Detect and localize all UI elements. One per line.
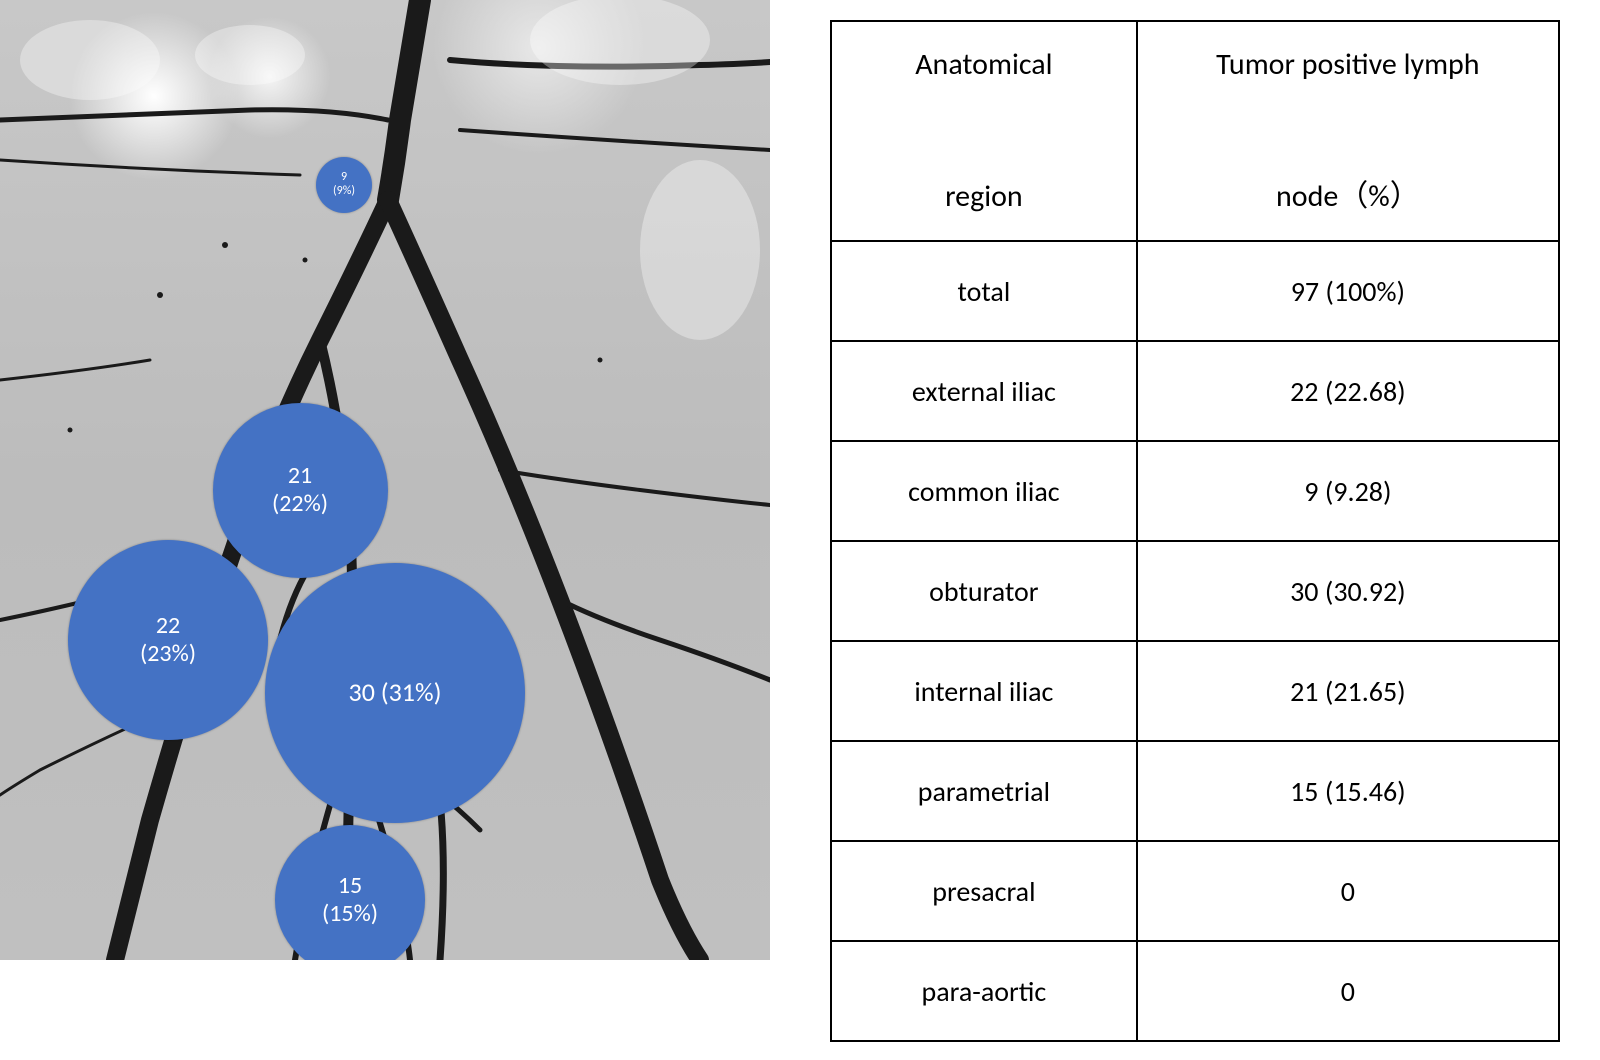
table-row: para-aortic0 <box>831 941 1559 1041</box>
cell-value: 9 (9.28) <box>1137 441 1559 541</box>
cell-value: 21 (21.65) <box>1137 641 1559 741</box>
cell-value: 0 <box>1137 941 1559 1041</box>
table-row: internal iliac21 (21.65) <box>831 641 1559 741</box>
cell-region: total <box>831 241 1137 341</box>
cell-region: internal iliac <box>831 641 1137 741</box>
bubble-internal-iliac: 21(22%) <box>213 403 388 578</box>
cell-region: common iliac <box>831 441 1137 541</box>
col-header-value: Tumor positive lymph node（%） <box>1137 21 1559 241</box>
bubble-count: 21 <box>288 462 312 490</box>
bubble-count: 9 <box>341 171 347 185</box>
col-header-region-line2: region <box>945 178 1023 215</box>
table-row: external iliac22 (22.68) <box>831 341 1559 441</box>
bubble-label: 30 (31%) <box>349 678 442 708</box>
col-header-value-line2: node（%） <box>1276 178 1420 215</box>
cell-region: para-aortic <box>831 941 1137 1041</box>
table-panel: Anatomical region Tumor positive lymph n… <box>770 0 1600 1060</box>
table-header-row: Anatomical region Tumor positive lymph n… <box>831 21 1559 241</box>
bubble-pct: (22%) <box>272 490 328 518</box>
cell-value: 30 (30.92) <box>1137 541 1559 641</box>
lymph-node-table: Anatomical region Tumor positive lymph n… <box>830 20 1560 1042</box>
table-row: obturator30 (30.92) <box>831 541 1559 641</box>
cell-value: 0 <box>1137 841 1559 941</box>
table-row: common iliac9 (9.28) <box>831 441 1559 541</box>
angiogram-panel: 9(9%)21(22%)22(23%)30 (31%)15(15%) <box>0 0 770 960</box>
cell-region: obturator <box>831 541 1137 641</box>
table-row: presacral0 <box>831 841 1559 941</box>
col-header-value-line1: Tumor positive lymph <box>1216 46 1479 83</box>
cell-region: presacral <box>831 841 1137 941</box>
bubble-common-iliac: 9(9%) <box>316 157 372 213</box>
bubble-count: 22 <box>156 612 180 640</box>
col-header-region: Anatomical region <box>831 21 1137 241</box>
table-row: parametrial15 (15.46) <box>831 741 1559 841</box>
cell-region: external iliac <box>831 341 1137 441</box>
col-header-region-line1: Anatomical <box>915 46 1052 83</box>
bubble-pct: (9%) <box>333 185 355 199</box>
bubble-pct: (15%) <box>322 900 378 928</box>
bubble-pct: (23%) <box>140 640 196 668</box>
bubble-count: 15 <box>338 872 362 900</box>
cell-region: parametrial <box>831 741 1137 841</box>
cell-value: 22 (22.68) <box>1137 341 1559 441</box>
bubble-obturator: 30 (31%) <box>265 563 525 823</box>
bubble-external-iliac: 22(23%) <box>68 540 268 740</box>
cell-value: 15 (15.46) <box>1137 741 1559 841</box>
cell-value: 97 (100%) <box>1137 241 1559 341</box>
table-body: total97 (100%)external iliac22 (22.68)co… <box>831 241 1559 1041</box>
table-row: total97 (100%) <box>831 241 1559 341</box>
